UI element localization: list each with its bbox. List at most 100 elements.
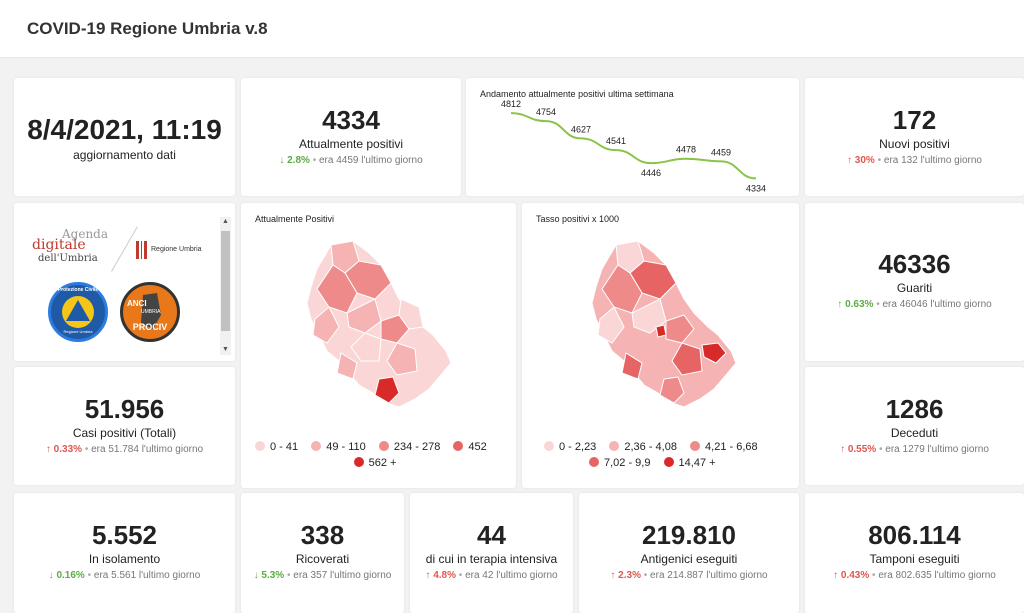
deceduti-value: 1286 [885, 394, 944, 424]
protezione-civile-logo: Protezione Civile Regione Umbria [48, 282, 108, 342]
isolamento-card: 5.552 In isolamento ↓ 0.16% • era 5.561 … [14, 493, 235, 613]
delta-percent: 0.43% [840, 570, 870, 581]
trend-point-label: 4627 [571, 124, 591, 134]
legend-item: 49 - 110 [311, 441, 366, 453]
legend-item: 14,47 + [663, 457, 716, 469]
delta-percent: 0.63% [845, 299, 874, 310]
trend-chart: 4812 4754 4627 4541 4446 4478 4459 4334 [501, 99, 766, 193]
nuovi-positivi-card: 172 Nuovi positivi ↑ 30% • era 132 l'ult… [805, 78, 1024, 196]
nuovi-positivi-delta: ↑ 30% • era 132 l'ultimo giorno [847, 155, 982, 166]
guariti-value: 46336 [878, 249, 951, 279]
isolamento-value: 5.552 [91, 520, 158, 550]
trend-point-label: 4478 [676, 145, 696, 155]
antigenici-card: 219.810 Antigenici eseguiti ↑ 2.3% • era… [579, 493, 799, 613]
delta-percent: 2.3% [618, 570, 641, 581]
agenda-text: Agenda [62, 227, 109, 241]
guariti-card: 46336 Guariti ↑ 0.63% • era 46046 l'ulti… [805, 203, 1024, 361]
attualmente-positivi-label: Attualmente positivi [298, 137, 404, 151]
terapia-intensiva-card: 44 di cui in terapia intensiva ↑ 4.8% • … [410, 493, 573, 613]
deceduti-delta: ↑ 0.55% • era 1279 l'ultimo giorno [840, 444, 989, 455]
scroll-up-icon[interactable]: ▲ [222, 218, 229, 225]
casi-totali-value: 51.956 [84, 394, 165, 424]
delta-previous: era 42 l'ultimo giorno [465, 570, 558, 581]
nuovi-positivi-value: 172 [892, 105, 937, 135]
arrow-up-icon: ↑ [425, 570, 431, 581]
tamponi-value: 806.114 [868, 520, 961, 550]
delta-percent: 2.8% [287, 155, 310, 166]
protezione-civile-subtext: Regione Umbria [63, 329, 93, 334]
arrow-up-icon: ↑ [847, 155, 853, 166]
trend-point-label: 4334 [746, 183, 766, 193]
attualmente-positivi-value: 4334 [322, 105, 380, 135]
ricoverati-card: 338 Ricoverati ↓ 5.3% • era 357 l'ultimo… [241, 493, 404, 613]
app-header: COVID-19 Regione Umbria v.8 [0, 0, 1024, 58]
legend-item: 2,36 - 4,08 [609, 441, 677, 453]
casi-totali-label: Casi positivi (Totali) [72, 426, 177, 440]
terapia-intensiva-delta: ↑ 4.8% • era 42 l'ultimo giorno [425, 570, 558, 581]
delta-percent: 0.33% [53, 444, 83, 455]
anci-icon [141, 293, 161, 329]
delta-previous: era 802.635 l'ultimo giorno [878, 570, 996, 581]
arrow-up-icon: ↑ [833, 570, 839, 581]
casi-totali-delta: ↑ 0.33% • era 51.784 l'ultimo giorno [45, 444, 204, 455]
app-title: COVID-19 Regione Umbria v.8 [27, 19, 268, 38]
ricoverati-label: Ricoverati [295, 552, 350, 566]
delta-previous: era 357 l'ultimo giorno [293, 570, 392, 581]
umbria-map-2[interactable] [522, 203, 799, 488]
delta-percent: 0.16% [56, 570, 85, 581]
legend-item: 0 - 41 [255, 441, 298, 453]
arrow-down-icon: ↓ [253, 570, 259, 581]
map1-title: Attualmente Positivi [255, 214, 335, 224]
trend-point-label: 4754 [536, 107, 556, 117]
deceduti-label: Deceduti [890, 426, 939, 440]
delta-previous: era 1279 l'ultimo giorno [885, 444, 989, 455]
isolamento-delta: ↓ 0.16% • era 5.561 l'ultimo giorno [48, 570, 201, 581]
deceduti-card: 1286 Deceduti ↑ 0.55% • era 1279 l'ultim… [805, 367, 1024, 485]
isolamento-label: In isolamento [88, 552, 161, 566]
antigenici-label: Antigenici eseguiti [640, 552, 738, 566]
protezione-civile-icon [62, 296, 94, 328]
delta-previous: era 46046 l'ultimo giorno [882, 299, 992, 310]
trend-line [510, 112, 757, 180]
antigenici-value: 219.810 [642, 520, 736, 550]
attualmente-positivi-delta: ↓ 2.8% • era 4459 l'ultimo giorno [279, 155, 423, 166]
arrow-down-icon: ↓ [48, 570, 54, 581]
trend-point-label: 4446 [641, 168, 661, 178]
anci-subtext: UMBRIA [141, 309, 161, 315]
map2-title: Tasso positivi x 1000 [536, 214, 620, 224]
legend-item: 562 + [353, 457, 396, 469]
legend-item: 452 [453, 441, 487, 453]
trend-chart-card: Andamento attualmente positivi ultima se… [466, 78, 799, 196]
antigenici-delta: ↑ 2.3% • era 214.887 l'ultimo giorno [610, 570, 768, 581]
anci-prociv-logo: ANCI UMBRIA PROCIV [120, 282, 180, 342]
arrow-up-icon: ↑ [45, 444, 51, 455]
delta-previous: era 51.784 l'ultimo giorno [91, 444, 204, 455]
terapia-intensiva-value: 44 [477, 520, 506, 550]
delta-percent: 4.8% [433, 570, 456, 581]
agenda-digitale-logo: Agenda digitale dell'Umbria [32, 227, 122, 277]
scrollbar-thumb[interactable] [221, 231, 230, 331]
arrow-up-icon: ↑ [840, 444, 846, 455]
ricoverati-value: 338 [300, 520, 345, 550]
map2-legend: 0 - 2,23 2,36 - 4,08 4,21 - 6,68 7,02 - … [544, 441, 799, 469]
casi-totali-card: 51.956 Casi positivi (Totali) ↑ 0.33% • … [14, 367, 235, 485]
attualmente-positivi-card: 4334 Attualmente positivi ↓ 2.8% • era 4… [241, 78, 461, 196]
guariti-delta: ↑ 0.63% • era 46046 l'ultimo giorno [837, 299, 992, 310]
scroll-down-icon[interactable]: ▼ [222, 346, 229, 353]
trend-point-label: 4459 [711, 147, 731, 157]
map1-legend: 0 - 41 49 - 110 234 - 278 452 562 + [255, 441, 515, 469]
logos-scrollbar[interactable]: ▲ ▼ [220, 217, 231, 355]
logos-panel: Agenda digitale dell'Umbria Regione Umbr… [14, 203, 235, 361]
map-tasso-positivi: Tasso positivi x 1000 0 - 2,23 2,36 - 4,… [522, 203, 799, 488]
prociv-text: PROCIV [132, 322, 168, 332]
delta-percent: 30% [854, 155, 875, 166]
regione-umbria-logo: Regione Umbria [136, 241, 216, 261]
arrow-down-icon: ↓ [279, 155, 285, 166]
trend-chart-title: Andamento attualmente positivi ultima se… [480, 89, 674, 99]
legend-item: 0 - 2,23 [544, 441, 596, 453]
delta-previous: era 5.561 l'ultimo giorno [93, 570, 201, 581]
update-date: 8/4/2021, 11:19 [27, 114, 222, 145]
tamponi-label: Tamponi eseguiti [869, 552, 960, 566]
delta-previous: era 4459 l'ultimo giorno [319, 155, 423, 166]
umbria-map-1[interactable] [241, 203, 516, 488]
